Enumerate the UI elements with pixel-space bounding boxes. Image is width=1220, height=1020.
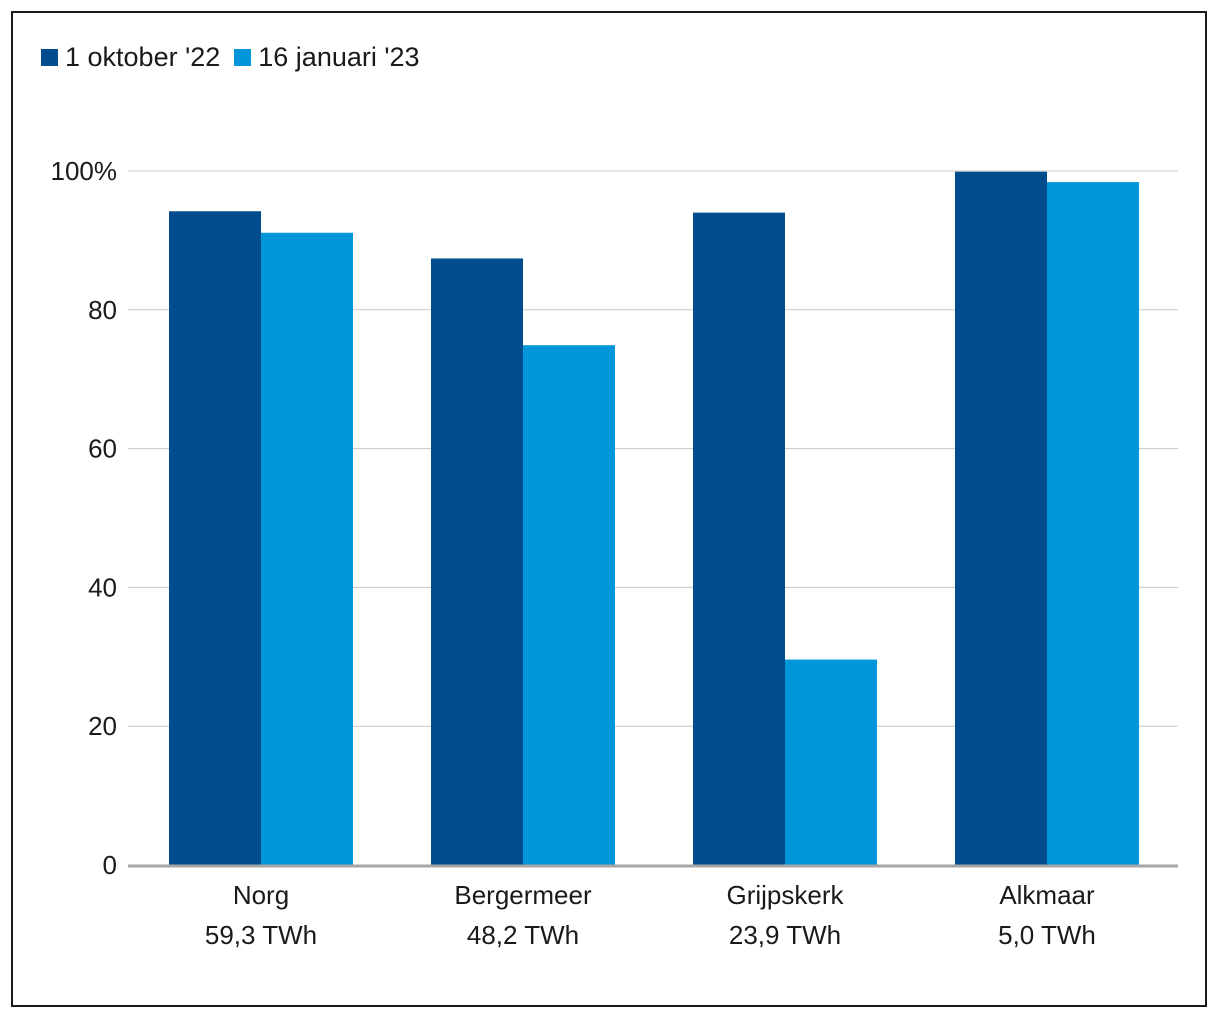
bar-bergermeer-series-2 [523,345,615,866]
bar-bergermeer-series-1 [431,258,523,866]
y-tick-label-80: 80 [88,295,117,325]
bar-norg-series-1 [169,211,261,865]
bar-norg-series-2 [261,232,353,866]
x-category-label-grijpskerk: Grijpskerk [726,880,844,910]
x-category-sublabel-norg: 59,3 TWh [205,920,317,950]
x-category-sublabel-grijpskerk: 23,9 TWh [729,920,841,950]
legend-label-series-2: 16 januari '23 [258,42,420,72]
y-tick-label-0: 0 [103,850,117,880]
legend-swatch-series-2 [234,49,252,66]
legend-label-series-1: 1 oktober '22 [65,42,221,72]
legend-swatch-series-1 [41,49,58,66]
x-category-label-bergermeer: Bergermeer [454,880,592,910]
x-category-sublabel-alkmaar: 5,0 TWh [998,920,1096,950]
chart-legend: 1 oktober '22 16 januari '23 [41,42,434,73]
legend-item-series-1: 1 oktober '22 [41,42,220,73]
bar-grijpskerk-series-2 [785,659,877,865]
x-category-sublabel-bergermeer: 48,2 TWh [467,920,579,950]
y-tick-label-40: 40 [88,572,117,602]
bar-grijpskerk-series-1 [693,212,785,865]
y-tick-label-100: 100% [51,156,118,186]
x-category-label-alkmaar: Alkmaar [999,880,1095,910]
bar-alkmaar-series-2 [1047,182,1139,865]
x-category-label-norg: Norg [233,880,289,910]
bar-alkmaar-series-1 [955,171,1047,866]
legend-item-series-2: 16 januari '23 [234,42,420,73]
y-tick-label-60: 60 [88,434,117,464]
y-tick-label-20: 20 [88,711,117,741]
